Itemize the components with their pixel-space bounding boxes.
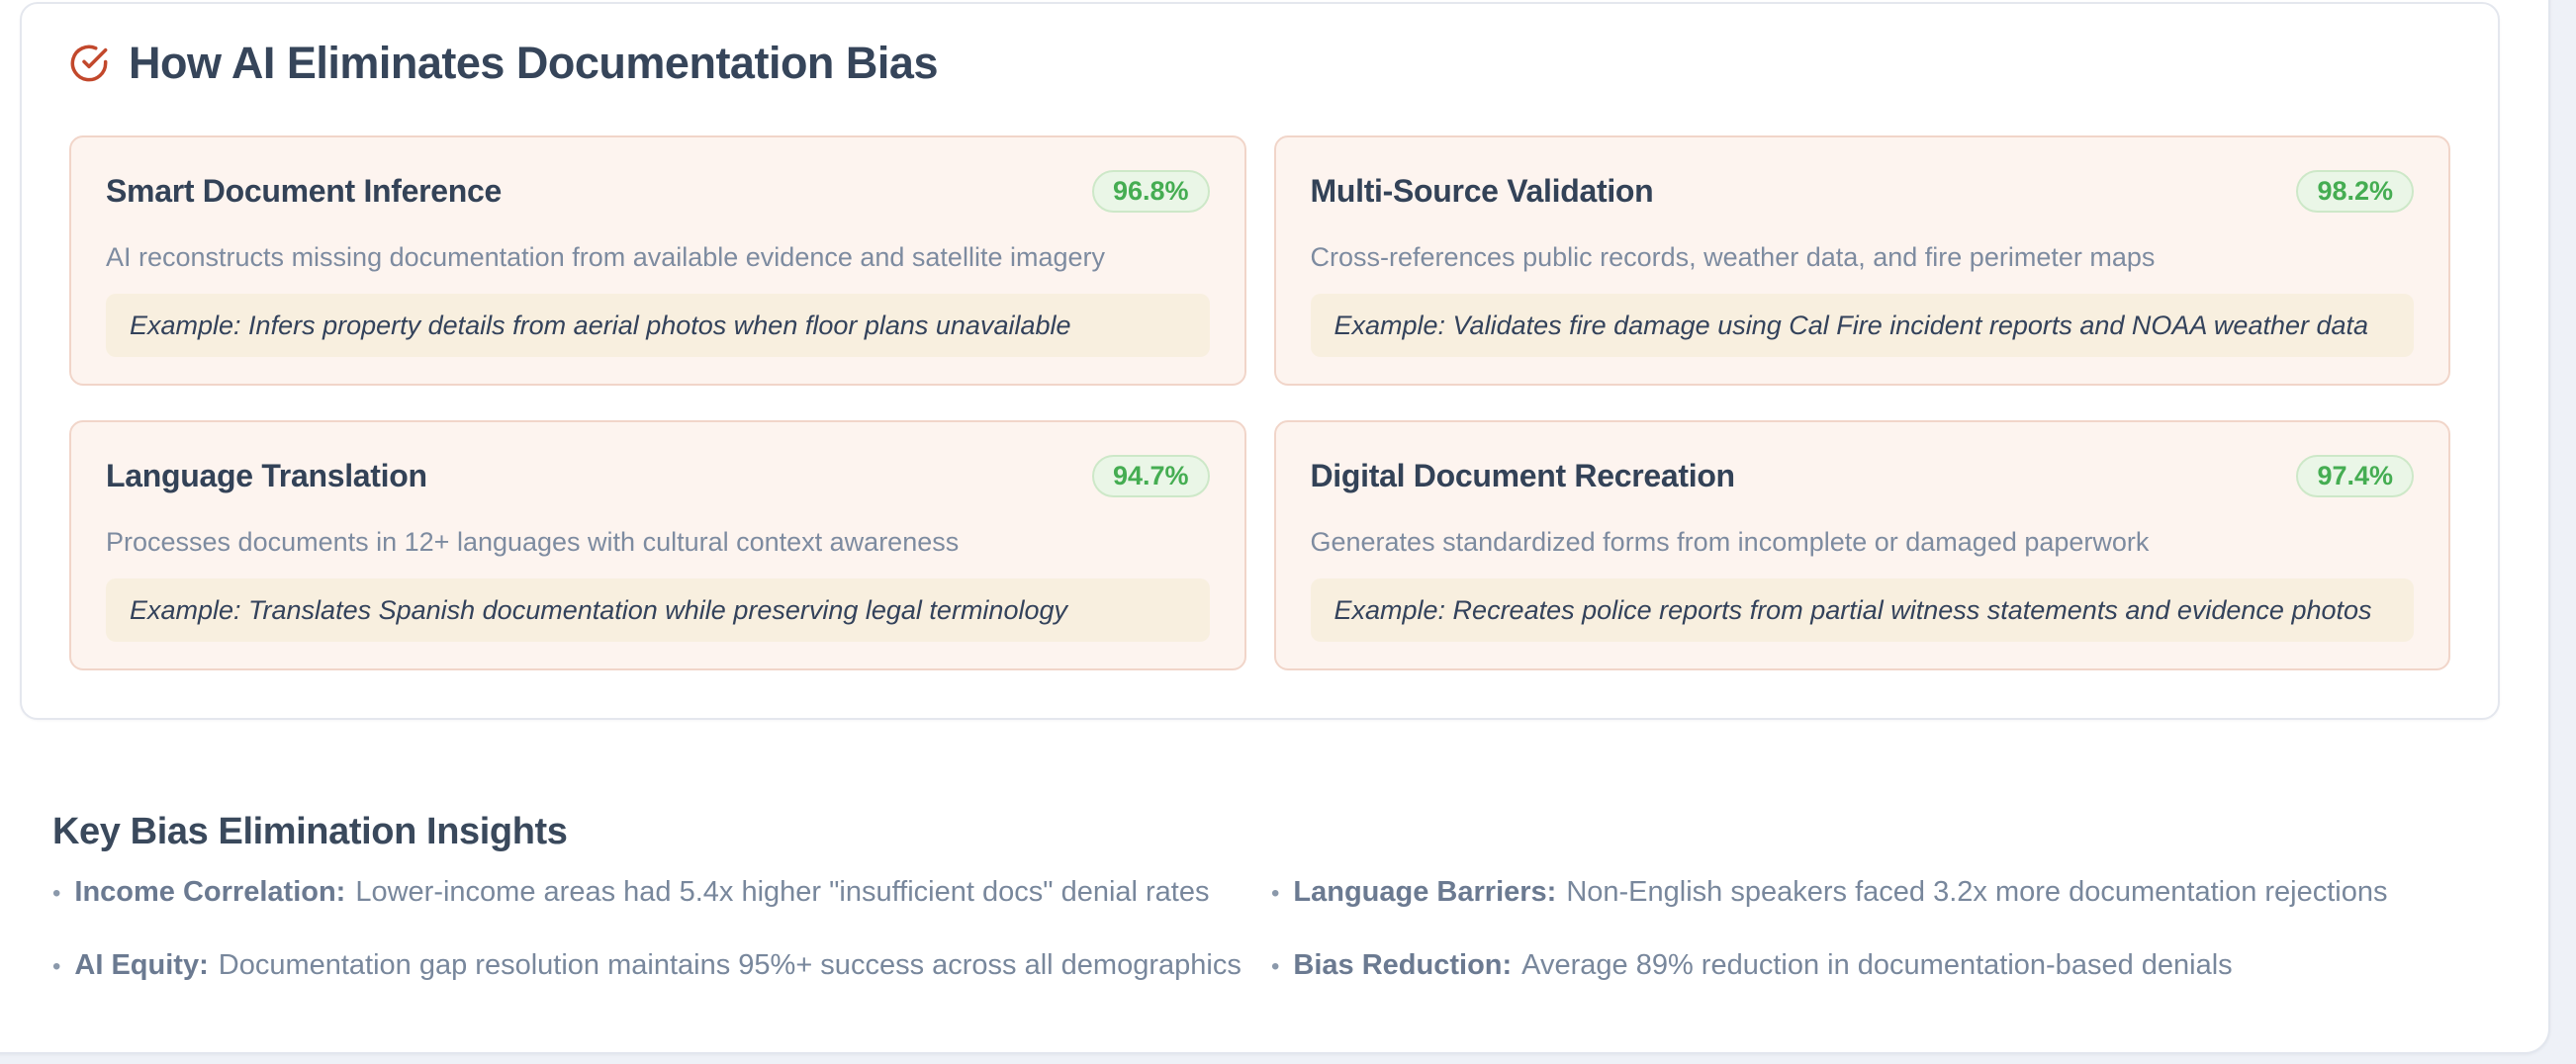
insight-income-correlation: • Income Correlation: Lower-income areas … xyxy=(52,876,1271,910)
insight-language-barriers: • Language Barriers: Non-English speakers… xyxy=(1271,876,2477,910)
feature-description: Generates standardized forms from incomp… xyxy=(1310,527,2150,557)
insight-value: Lower-income areas had 5.4x higher "insu… xyxy=(355,876,1210,908)
feature-example: Example: Infers property details from ae… xyxy=(106,294,1210,357)
feature-description: Cross-references public records, weather… xyxy=(1310,242,2156,272)
insight-value: Documentation gap resolution maintains 9… xyxy=(218,949,1242,981)
feature-description: AI reconstructs missing documentation fr… xyxy=(106,242,1105,272)
feature-example: Example: Recreates police reports from p… xyxy=(1310,578,2414,642)
insight-text: Income Correlation: Lower-income areas ha… xyxy=(74,876,1209,908)
insights-grid: • Income Correlation: Lower-income areas … xyxy=(52,876,2477,983)
insight-text: Language Barriers: Non-English speakers f… xyxy=(1293,876,2387,908)
accuracy-badge: 96.8% xyxy=(1091,169,1210,213)
feature-example-text: Example: Translates Spanish documentatio… xyxy=(130,595,1067,625)
bullet-icon: • xyxy=(52,880,61,907)
accuracy-badge: 97.4% xyxy=(2296,454,2414,497)
insight-label: Language Barriers: xyxy=(1293,876,1557,908)
feature-title: Language Translation xyxy=(106,457,427,493)
insight-text: AI Equity: Documentation gap resolution m… xyxy=(74,949,1241,981)
bullet-icon: • xyxy=(1271,953,1280,980)
insight-label: AI Equity: xyxy=(74,949,209,981)
check-circle-icon xyxy=(69,44,109,83)
section-header: How AI Eliminates Documentation Bias xyxy=(69,38,2450,88)
feature-card-multi-source-validation: Multi-Source Validation 98.2% Cross-refe… xyxy=(1273,135,2450,386)
feature-card-language-translation: Language Translation 94.7% Processes doc… xyxy=(69,420,1246,670)
accuracy-badge: 94.7% xyxy=(1091,454,1210,497)
insight-bias-reduction: • Bias Reduction: Average 89% reduction i… xyxy=(1271,949,2477,983)
feature-example-text: Example: Validates fire damage using Cal… xyxy=(1334,310,2369,340)
feature-card-smart-document-inference: Smart Document Inference 96.8% AI recons… xyxy=(69,135,1246,386)
feature-title: Smart Document Inference xyxy=(106,172,503,209)
accuracy-badge: 98.2% xyxy=(2296,169,2414,213)
feature-card-digital-document-recreation: Digital Document Recreation 97.4% Genera… xyxy=(1273,420,2450,670)
bullet-icon: • xyxy=(52,953,61,980)
insight-ai-equity: • AI Equity: Documentation gap resolution… xyxy=(52,949,1271,983)
insights-section: Key Bias Elimination Insights • Income C… xyxy=(52,811,2477,983)
insight-label: Bias Reduction: xyxy=(1293,949,1513,981)
feature-example-text: Example: Infers property details from ae… xyxy=(130,310,1071,340)
insight-label: Income Correlation: xyxy=(74,876,346,908)
feature-title: Multi-Source Validation xyxy=(1310,172,1654,209)
insight-value: Non-English speakers faced 3.2x more doc… xyxy=(1566,876,2388,908)
feature-grid: Smart Document Inference 96.8% AI recons… xyxy=(69,135,2450,670)
section-title: How AI Eliminates Documentation Bias xyxy=(129,38,938,88)
insights-heading: Key Bias Elimination Insights xyxy=(52,811,568,852)
feature-description: Processes documents in 12+ languages wit… xyxy=(106,527,960,557)
insight-value: Average 89% reduction in documentation-b… xyxy=(1521,949,2233,981)
feature-example: Example: Translates Spanish documentatio… xyxy=(106,578,1210,642)
feature-title: Digital Document Recreation xyxy=(1310,457,1736,493)
bullet-icon: • xyxy=(1271,880,1280,907)
insight-text: Bias Reduction: Average 89% reduction in … xyxy=(1293,949,2232,981)
feature-example-text: Example: Recreates police reports from p… xyxy=(1334,595,2372,625)
feature-example: Example: Validates fire damage using Cal… xyxy=(1310,294,2414,357)
ai-section-card: How AI Eliminates Documentation Bias Sma… xyxy=(20,2,2500,720)
